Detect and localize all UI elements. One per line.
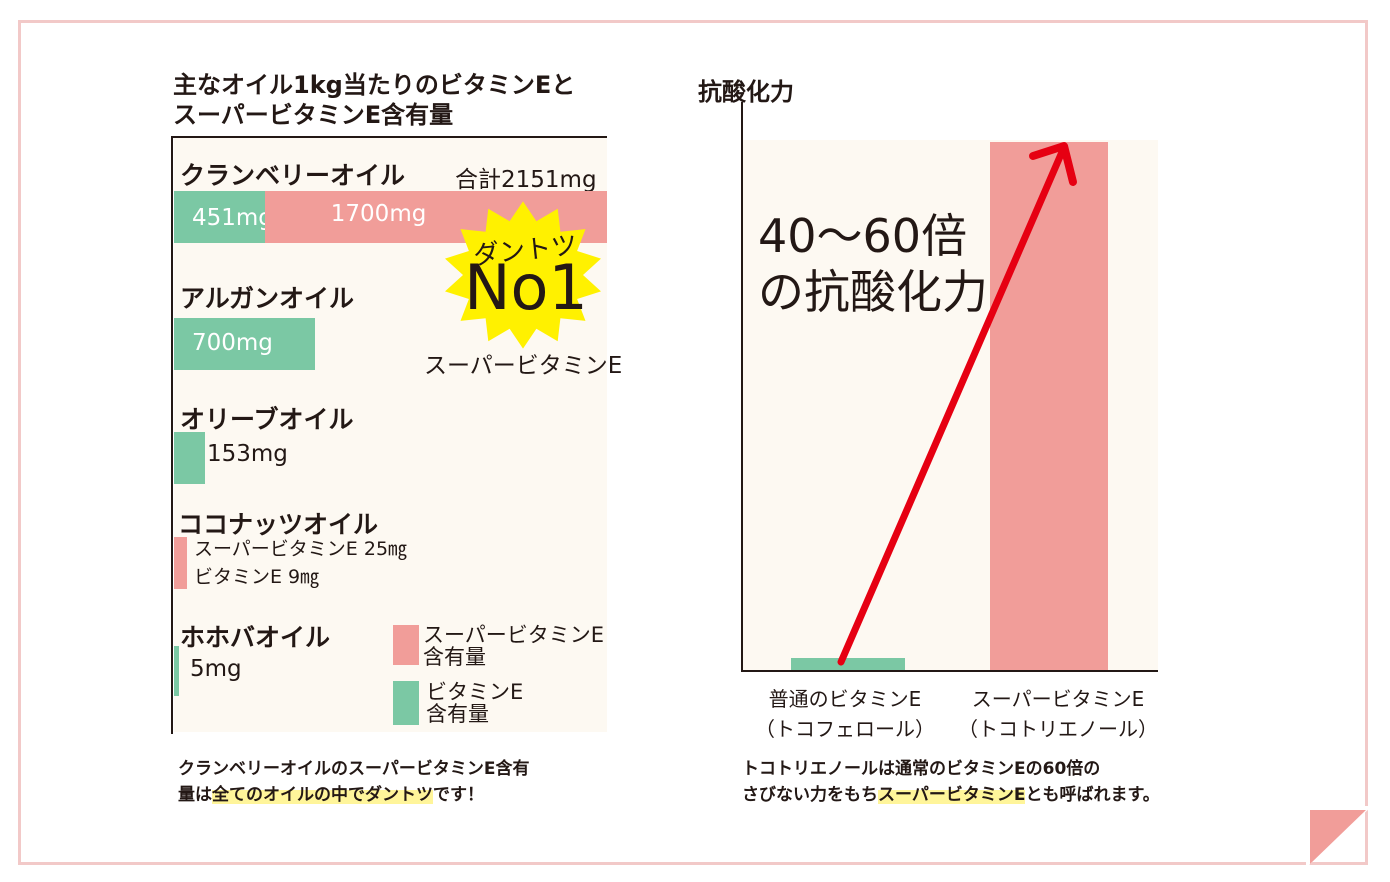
right-caption-line2: さびない力をもちスーパービタミンEとも呼ばれます。 [742, 782, 1160, 808]
category-label-olive: オリーブオイル [180, 405, 354, 434]
left-caption-part2: 量は [178, 785, 212, 805]
left-caption: クランベリーオイルのスーパービタミンE含有 量は全てのオイルの中でダントツです！ [178, 756, 529, 808]
bar-super-vitamin-e [990, 142, 1108, 670]
right-caption-line1: トコトリエノールは通常のビタミンEの60倍の [742, 759, 1101, 779]
bar-label-cranberry-super-vitamin-e: 1700mg [330, 201, 427, 227]
left-chart-top-axis [171, 136, 607, 138]
right-caption-part2: さびない力をもち [742, 785, 878, 805]
bar-cranberry-vitamin-e: 451mg [174, 191, 273, 243]
annotation-line2: の抗酸化力 [758, 265, 988, 319]
bar-coconut-super-vitamin-e [174, 537, 187, 589]
bar-label-argan-vitamin-e: 700mg [192, 330, 273, 356]
legend-super-line2: 含有量 [423, 645, 486, 669]
antioxidant-annotation: 40〜60倍 の抗酸化力 [758, 208, 998, 320]
legend-swatch-vitamin-e [393, 681, 419, 725]
legend-label-vitamin-e: ビタミンE 含有量 [426, 681, 523, 725]
bar-argan-vitamin-e: 700mg [174, 318, 315, 370]
right-caption-part3: とも呼ばれます。 [1025, 785, 1160, 805]
category-label-coconut: ココナッツオイル [178, 510, 379, 539]
right-chart-y-axis-label: 抗酸化力 [698, 78, 794, 106]
legend-swatch-super-vitamin-e [393, 625, 419, 665]
left-chart-title: 主なオイル1kg当たりのビタミンEと スーパービタミンE含有量 [173, 70, 575, 130]
cranberry-total-label: 合計2151mg [455, 167, 597, 193]
bar-olive-vitamin-e [174, 432, 205, 484]
value-label-olive: 153mg [207, 441, 288, 467]
arrow-shaft [837, 148, 1066, 666]
category-label-jojoba: ホホバオイル [180, 623, 331, 652]
right-caption-highlight: スーパービタミンE [878, 785, 1026, 805]
left-chart-title-line1: 主なオイル1kg当たりのビタミンEと [173, 71, 576, 99]
legend-label-super-vitamin-e: スーパービタミンE 含有量 [423, 624, 604, 668]
legend-vit-line2: 含有量 [426, 702, 489, 726]
right-chart-x-axis [741, 670, 1158, 672]
right-chart-y-axis [741, 102, 743, 672]
left-caption-part3: です！ [433, 785, 484, 805]
annotation-line1: 40〜60倍 [758, 209, 968, 263]
value-label-jojoba: 5mg [190, 656, 242, 682]
bar-normal-vitamin-e [791, 658, 905, 670]
right-caption: トコトリエノールは通常のビタミンEの60倍の さびない力をもちスーパービタミンE… [742, 756, 1160, 808]
legend-vit-line1: ビタミンE [426, 680, 524, 704]
value-label-coconut-vitamin-e: ビタミンE 9㎎ [194, 566, 320, 588]
left-caption-line2: 量は全てのオイルの中でダントツです！ [178, 782, 529, 808]
x-tick-super-name: スーパービタミンE [971, 687, 1145, 711]
category-label-argan: アルガンオイル [180, 284, 355, 313]
no1-starburst-badge [445, 201, 601, 349]
x-tick-normal-name: 普通のビタミンE [768, 687, 922, 711]
left-caption-line1: クランベリーオイルのスーパービタミンE含有 [178, 759, 530, 779]
x-tick-label-super: スーパービタミンE （トコトリエノール） [958, 684, 1158, 744]
x-tick-normal-sub: （トコフェロール） [755, 717, 935, 741]
left-caption-highlight: 全てのオイルの中でダントツ [212, 785, 433, 805]
category-label-cranberry: クランベリーオイル [180, 161, 406, 190]
left-chart-y-axis [171, 136, 173, 734]
page-curl-corner [1306, 806, 1372, 868]
left-chart-title-line2: スーパービタミンE含有量 [173, 101, 454, 129]
badge-caption: スーパービタミンE [424, 353, 623, 379]
x-tick-super-sub: （トコトリエノール） [958, 717, 1158, 741]
badge-text-no1: No1 [464, 251, 588, 324]
value-label-coconut-super: スーパービタミンE 25㎎ [194, 538, 408, 560]
arrow-head [1029, 142, 1077, 186]
bar-jojoba-vitamin-e [174, 646, 179, 696]
legend-super-line1: スーパービタミンE [423, 623, 605, 647]
x-tick-label-normal: 普通のビタミンE （トコフェロール） [750, 684, 940, 744]
bar-label-cranberry-vitamin-e: 451mg [192, 205, 273, 231]
